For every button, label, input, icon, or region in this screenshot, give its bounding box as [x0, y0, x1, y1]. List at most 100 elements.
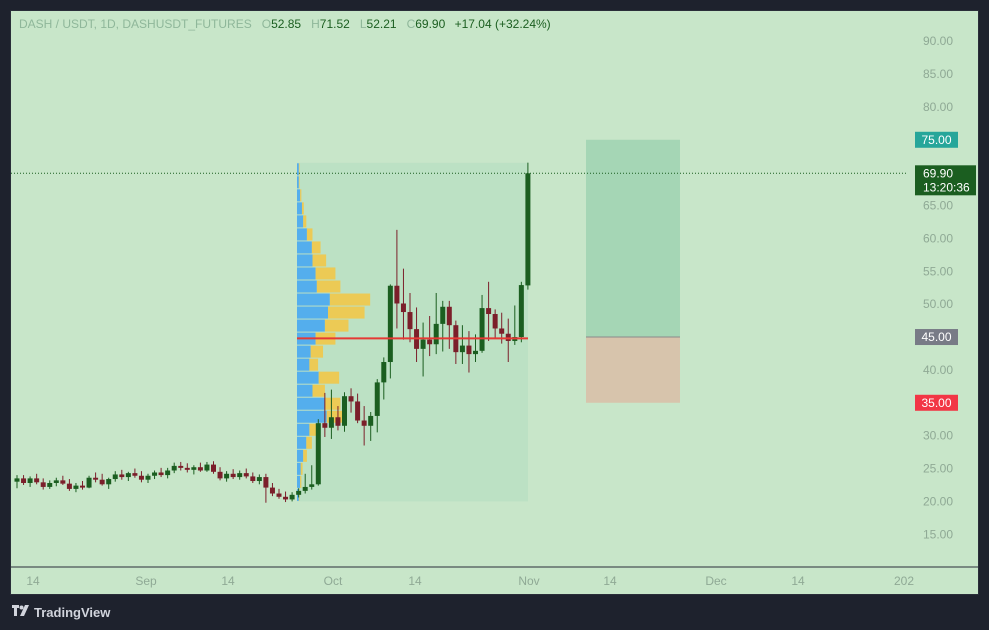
volume-profile-bar-up: [297, 397, 325, 410]
candle-body[interactable]: [302, 486, 308, 491]
candle-body[interactable]: [112, 474, 118, 480]
candle-body[interactable]: [138, 475, 144, 480]
candle-body[interactable]: [427, 339, 433, 345]
candle-body[interactable]: [99, 479, 105, 485]
candle-body[interactable]: [400, 303, 406, 313]
candle-body[interactable]: [479, 308, 485, 351]
volume-profile-bar-up: [297, 241, 312, 254]
candle-body[interactable]: [250, 476, 256, 482]
candle-body[interactable]: [355, 401, 361, 421]
candle-body[interactable]: [86, 477, 92, 488]
candle-body[interactable]: [184, 467, 190, 470]
change-value: +17.04 (+32.24%): [454, 17, 551, 31]
candle-body[interactable]: [407, 312, 413, 330]
entry-price-badge: [915, 329, 958, 346]
candle-body[interactable]: [263, 477, 269, 488]
current-price-badge: [915, 165, 976, 196]
candle-body[interactable]: [66, 483, 72, 489]
target-price-badge-text: 75.00: [921, 133, 951, 147]
candle-body[interactable]: [60, 480, 66, 484]
candle-body[interactable]: [309, 484, 315, 487]
candle-body[interactable]: [473, 350, 478, 355]
candle-body[interactable]: [283, 496, 289, 500]
candle-body[interactable]: [21, 478, 27, 483]
candle-body[interactable]: [433, 323, 439, 345]
volume-profile-bar-down: [311, 241, 321, 254]
candle-body[interactable]: [237, 473, 243, 478]
candle-body[interactable]: [322, 423, 328, 428]
candle-body[interactable]: [368, 415, 374, 426]
candle-body[interactable]: [40, 482, 46, 487]
candle-body[interactable]: [119, 474, 125, 478]
time-tick-label: Sep: [135, 574, 157, 588]
candle-body[interactable]: [492, 314, 498, 329]
candle-body[interactable]: [269, 487, 275, 494]
volume-profile-bar-down: [324, 319, 349, 332]
candle-body[interactable]: [47, 482, 53, 487]
candle-body[interactable]: [204, 464, 210, 471]
candle-body[interactable]: [14, 478, 20, 482]
candle-body[interactable]: [348, 396, 354, 402]
candle-body[interactable]: [171, 465, 177, 471]
candle-body[interactable]: [315, 423, 321, 485]
candle-body[interactable]: [342, 396, 347, 426]
candle-body[interactable]: [440, 306, 446, 324]
candle-body[interactable]: [27, 478, 33, 483]
profit-zone[interactable]: [586, 139, 680, 338]
candle-body[interactable]: [374, 382, 380, 416]
volume-profile-bar-down: [312, 254, 327, 267]
candle-body[interactable]: [525, 173, 531, 286]
candle-body[interactable]: [230, 473, 236, 478]
candle-body[interactable]: [132, 473, 138, 476]
volume-profile-range[interactable]: [297, 162, 528, 502]
candle-body[interactable]: [328, 417, 334, 428]
brand-footer[interactable]: TradingView: [12, 602, 110, 622]
candle-body[interactable]: [459, 345, 465, 353]
candle-body[interactable]: [152, 472, 158, 476]
price-tick-label: 50.00: [923, 297, 953, 311]
candle-body[interactable]: [73, 485, 79, 489]
candle-body[interactable]: [191, 467, 197, 470]
candle-body[interactable]: [446, 306, 452, 326]
candle-body[interactable]: [145, 475, 151, 480]
candle-body[interactable]: [499, 328, 505, 334]
candle-body[interactable]: [53, 480, 59, 483]
candle-body[interactable]: [486, 308, 492, 315]
candle-body[interactable]: [197, 467, 203, 471]
stop-price-badge-text: 35.00: [921, 396, 951, 410]
candle-body[interactable]: [256, 477, 262, 482]
candle-body[interactable]: [420, 339, 426, 349]
candle-body[interactable]: [125, 473, 131, 478]
candle-body[interactable]: [335, 417, 341, 426]
candle-body[interactable]: [93, 477, 99, 480]
candle-body[interactable]: [518, 285, 524, 338]
candle-body[interactable]: [387, 285, 393, 363]
volume-profile-bar-up: [297, 436, 307, 449]
time-tick-label: 14: [791, 574, 805, 588]
candle-body[interactable]: [165, 470, 171, 476]
candle-body[interactable]: [381, 362, 387, 383]
candle-body[interactable]: [178, 465, 184, 468]
time-tick-label: Dec: [705, 574, 726, 588]
chart-panel[interactable]: 90.0085.0080.0075.0070.0065.0060.0055.00…: [10, 10, 979, 595]
candle-body[interactable]: [276, 493, 282, 497]
price-tick-label: 80.00: [923, 100, 953, 114]
stop-loss-zone[interactable]: [586, 337, 680, 403]
candle-body[interactable]: [80, 485, 85, 488]
candle-body[interactable]: [106, 479, 112, 485]
price-tick-label: 55.00: [923, 264, 953, 278]
price-chart[interactable]: 90.0085.0080.0075.0070.0065.0060.0055.00…: [11, 11, 979, 595]
candle-body[interactable]: [34, 478, 40, 483]
candle-body[interactable]: [394, 285, 400, 304]
candle-body[interactable]: [211, 464, 216, 472]
candle-body[interactable]: [217, 471, 223, 479]
volume-profile-bar-down: [300, 475, 302, 488]
candle-body[interactable]: [289, 494, 295, 500]
candle-body[interactable]: [243, 473, 249, 477]
candle-body[interactable]: [361, 420, 367, 426]
candle-body[interactable]: [466, 345, 472, 355]
candle-body[interactable]: [296, 490, 302, 495]
candle-body[interactable]: [224, 473, 230, 479]
candle-body[interactable]: [158, 472, 164, 476]
open-value: 52.85: [271, 17, 302, 31]
